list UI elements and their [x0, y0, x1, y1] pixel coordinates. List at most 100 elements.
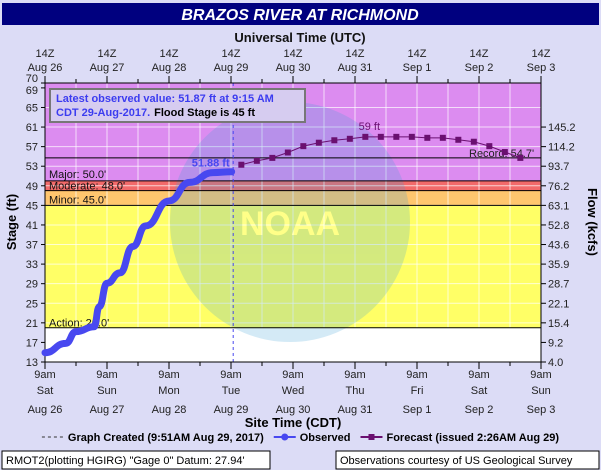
- y-axis-label: Stage (ft): [4, 194, 19, 250]
- top-tick-label: 14Z: [408, 48, 427, 60]
- x-tick-label: Wed: [282, 385, 304, 397]
- x-tick-label: Sep 3: [527, 404, 556, 416]
- x-tick-label: Tue: [222, 385, 241, 397]
- top-tick-label: Sep 1: [403, 62, 432, 74]
- top-tick-label: 14Z: [98, 48, 117, 60]
- y-tick-label: 37: [26, 240, 38, 252]
- y2-tick-label: 22.1: [548, 298, 569, 310]
- forecast-point: [238, 161, 245, 168]
- legend-observed: Observed: [300, 432, 351, 444]
- y2-tick-label: 63.1: [548, 200, 569, 212]
- forecast-point: [253, 157, 260, 164]
- legend-observed-marker: [281, 433, 289, 441]
- x-tick-label: 9am: [530, 369, 551, 381]
- observed-point: [116, 269, 123, 276]
- info-box-frame: [49, 88, 306, 123]
- top-tick-label: 14Z: [222, 48, 241, 60]
- top-tick-label: 14Z: [160, 48, 179, 60]
- forecast-point: [517, 154, 524, 161]
- x-tick-label: Aug 26: [28, 404, 63, 416]
- y2-tick-label: 43.6: [548, 240, 569, 252]
- legend: Graph Created (9:51AM Aug 29, 2017) Obse…: [41, 432, 559, 444]
- forecast-point: [315, 139, 322, 146]
- x-tick-label: Aug 29: [214, 404, 249, 416]
- x-tick-label: Aug 28: [152, 404, 187, 416]
- forecast-peak-label: 59 ft: [359, 121, 380, 133]
- observed-point: [129, 243, 136, 250]
- footer-left-box: [1, 450, 271, 470]
- y2-tick-label: 9.2: [548, 337, 563, 349]
- info-box: Latest observed value: 51.87 ft at 9:15 …: [49, 88, 306, 123]
- observed-point: [228, 168, 235, 175]
- x-tick-label: Fri: [411, 385, 424, 397]
- chart-title: BRAZOS RIVER AT RICHMOND: [181, 7, 419, 24]
- y2-tick-label: 4.0: [548, 357, 563, 369]
- x-tick-label: Sat: [37, 385, 54, 397]
- observed-point: [73, 328, 79, 335]
- x-axis-label: Site Time (CDT): [245, 415, 342, 430]
- observed-end-label: 51.88 ft: [192, 158, 230, 170]
- threshold-label: Moderate: 48.0': [49, 181, 125, 193]
- title-bar: [2, 3, 599, 25]
- y2-tick-label: 145.2: [548, 122, 576, 134]
- y-tick-label: 69: [26, 85, 38, 97]
- y-tick-label: 53: [26, 161, 38, 173]
- y2-tick-label: 15.4: [548, 318, 569, 330]
- forecast-point: [424, 134, 431, 141]
- threshold-lines: Action: 20.0'Minor: 45.0'Moderate: 48.0'…: [45, 83, 541, 362]
- footer-right: Observations courtesy of US Geological S…: [340, 455, 573, 467]
- forecast-point: [377, 133, 384, 140]
- y-tick-label: 17: [26, 337, 38, 349]
- x-tick-label: Aug 31: [338, 404, 373, 416]
- top-tick-label: Aug 28: [152, 62, 187, 74]
- y-tick-label: 33: [26, 259, 38, 271]
- observed-point: [166, 197, 172, 204]
- y-tick-label: 21: [26, 318, 38, 330]
- info-line-2: CDT 29-Aug-2017. Flood Stage is 45 ft: [56, 107, 255, 119]
- observed-point: [104, 280, 110, 287]
- x-tick-label: 9am: [468, 369, 489, 381]
- x-tick-label: 9am: [158, 369, 179, 381]
- forecast-point: [501, 149, 508, 156]
- threshold-label: Minor: 45.0': [49, 194, 106, 206]
- observed-point: [62, 340, 69, 347]
- observed-point: [91, 323, 98, 330]
- noaa-logo-icon: [170, 102, 410, 342]
- observed-point: [209, 169, 216, 176]
- top-tick-label: Sep 2: [465, 62, 494, 74]
- observed-point: [186, 179, 193, 186]
- legend-forecast-marker: [368, 434, 375, 440]
- top-tick-label: 14Z: [284, 48, 303, 60]
- forecast-point: [408, 133, 415, 140]
- y-tick-label: 29: [26, 279, 38, 291]
- x-tick-label: Thu: [346, 385, 365, 397]
- series: 51.88 ft 59 ft: [41, 121, 524, 357]
- x-tick-label: 9am: [96, 369, 117, 381]
- legend-forecast: Forecast (issued 2:26AM Aug 29): [386, 432, 559, 444]
- top-tick-label: 14Z: [470, 48, 489, 60]
- y2-tick-label: 35.9: [548, 259, 569, 271]
- x-tick-label: Sep 1: [403, 404, 432, 416]
- threshold-label: Major: 50.0': [49, 169, 106, 181]
- x-tick-label: Sep 2: [465, 404, 494, 416]
- y-tick-label: 25: [26, 298, 38, 310]
- top-tick-label: 14Z: [36, 48, 55, 60]
- top-tick-label: Aug 26: [28, 62, 63, 74]
- x-tick-label: Aug 30: [276, 404, 311, 416]
- x-tick-label: 9am: [344, 369, 365, 381]
- forecast-point: [346, 135, 353, 142]
- y2-tick-label: 28.7: [548, 279, 569, 291]
- x-tick-label: Sun: [531, 385, 551, 397]
- y2-tick-label: 93.7: [548, 161, 569, 173]
- record-label: Record: 54.7': [469, 148, 534, 160]
- footer-left: RMOT2(plotting HGIRG) "Gage 0" Datum: 27…: [6, 455, 245, 467]
- x-tick-label: Mon: [158, 385, 179, 397]
- x-tick-label: 9am: [406, 369, 427, 381]
- forecast-point: [439, 134, 446, 141]
- observed-point: [142, 222, 149, 229]
- top-tick-label: Sep 3: [527, 62, 556, 74]
- forecast-point: [455, 136, 462, 143]
- legend-created: Graph Created (9:51AM Aug 29, 2017): [68, 432, 264, 444]
